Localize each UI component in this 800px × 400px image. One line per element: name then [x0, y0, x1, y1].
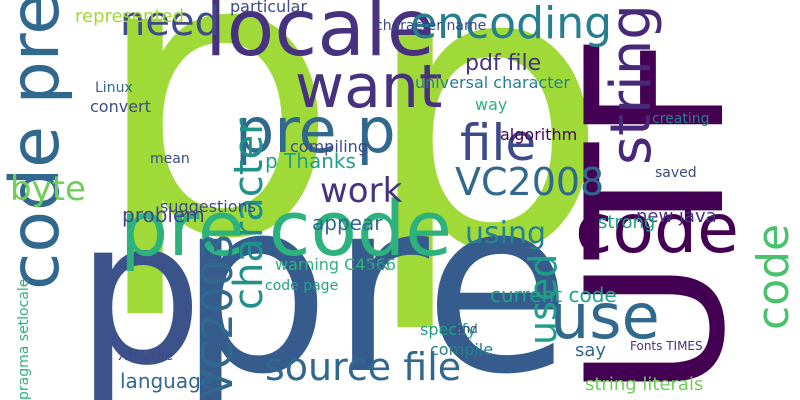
- word: creating: [652, 111, 709, 127]
- word: convert: [90, 97, 151, 116]
- word: current code: [490, 283, 617, 307]
- word: p Thanks: [265, 149, 356, 173]
- word: say: [575, 340, 606, 361]
- word: byte: [10, 169, 86, 209]
- word: particular: [230, 0, 307, 16]
- word: specify: [420, 320, 476, 339]
- word: used: [521, 254, 565, 345]
- word: saved: [655, 165, 697, 181]
- word: using: [465, 216, 546, 251]
- word: file: [460, 114, 536, 172]
- word: XML file: [118, 348, 173, 364]
- word: ask: [365, 258, 390, 274]
- word: warning C4566: [275, 255, 396, 274]
- word: pre p: [235, 94, 396, 167]
- word: Fonts TIMES: [630, 339, 703, 353]
- word: use: [550, 280, 660, 353]
- word: want: [295, 52, 442, 122]
- word: encoding: [410, 0, 612, 49]
- word: compiling: [290, 137, 368, 156]
- word: mean: [150, 151, 190, 167]
- word: code: [748, 224, 799, 330]
- word: pre code: [120, 184, 452, 273]
- word: way: [475, 95, 507, 114]
- word: work: [320, 171, 403, 211]
- word: appear: [312, 211, 383, 235]
- word: Linux: [95, 80, 133, 96]
- word: pragma setlocale: [16, 279, 32, 400]
- word: pdf file: [465, 51, 541, 76]
- word: string: [599, 4, 664, 165]
- word: p: [76, 177, 203, 400]
- word: language: [120, 369, 213, 393]
- word: code: [575, 190, 739, 269]
- word: code page: [265, 278, 338, 294]
- word: new java: [636, 206, 717, 227]
- word: represented: [75, 6, 184, 27]
- word: pre: [178, 147, 571, 400]
- word: universal character: [415, 73, 570, 92]
- word: algorithm: [500, 125, 577, 144]
- word: end: [455, 322, 478, 336]
- word: need: [120, 0, 220, 45]
- word: compile: [430, 340, 493, 359]
- word: suggestions: [160, 197, 256, 216]
- word: character: [226, 118, 272, 310]
- word: strong: [598, 212, 655, 233]
- word: problem: [122, 203, 205, 227]
- word: p: [362, 0, 610, 338]
- word: VC2008: [455, 160, 604, 204]
- word: VC2003: [193, 233, 242, 398]
- word: UTF: [546, 34, 767, 398]
- word: character name: [375, 18, 486, 34]
- word: code pre: [0, 0, 75, 290]
- word: locale: [205, 0, 435, 74]
- word: source file: [265, 345, 461, 389]
- word: p: [92, 0, 340, 324]
- word: string literals: [585, 374, 703, 395]
